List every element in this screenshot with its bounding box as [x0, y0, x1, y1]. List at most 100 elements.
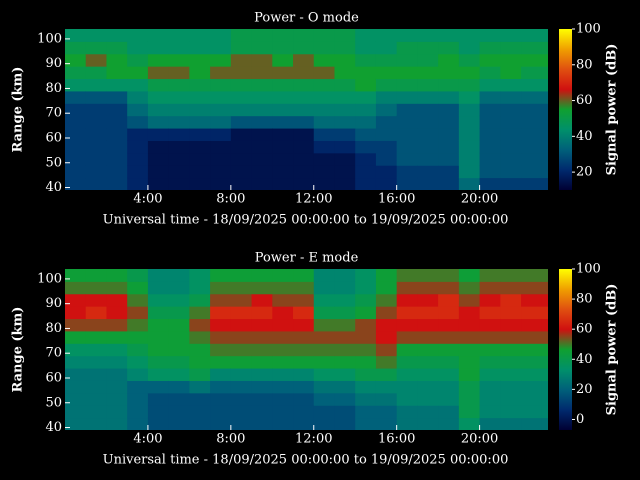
- heat-cell: [313, 165, 335, 179]
- heat-cell: [189, 330, 211, 344]
- heat-cell: [251, 405, 273, 419]
- heat-cell: [293, 318, 315, 332]
- heat-cell: [251, 417, 273, 430]
- heat-cell: [127, 281, 149, 295]
- heat-cell: [168, 66, 190, 80]
- heat-cell: [458, 343, 481, 357]
- heat-cell: [396, 66, 418, 80]
- heat-cell: [375, 53, 398, 67]
- heat-cell: [521, 355, 543, 369]
- heat-cell: [375, 90, 398, 104]
- heat-cell: [521, 41, 543, 55]
- heat-cell: [168, 152, 190, 166]
- heat-cell: [521, 330, 543, 344]
- heat-cell: [210, 103, 232, 117]
- heat-cell: [313, 405, 335, 419]
- heat-cell: [189, 417, 211, 430]
- heat-cell: [355, 269, 377, 282]
- heat-cell: [189, 140, 211, 154]
- heat-cell: [85, 392, 107, 406]
- heat-cell: [313, 128, 335, 141]
- heat-cell: [293, 343, 315, 357]
- heat-cell: [334, 405, 356, 419]
- heat-cell: [334, 53, 356, 67]
- y-tick-label: 50: [45, 395, 62, 410]
- heat-cell: [313, 306, 335, 320]
- heat-cell: [272, 90, 294, 104]
- heat-cell: [375, 41, 398, 55]
- heat-cell: [458, 177, 481, 190]
- heat-cell: [168, 293, 190, 307]
- heat-cell: [541, 269, 548, 282]
- heat-cell: [438, 330, 460, 344]
- heat-cell: [438, 281, 460, 295]
- heat-cell: [65, 29, 87, 42]
- heat-cell: [293, 103, 315, 117]
- heat-cell: [458, 103, 481, 117]
- heat-cell: [147, 392, 170, 406]
- heat-cell: [438, 177, 460, 190]
- heat-cell: [396, 318, 418, 332]
- heat-cell: [355, 281, 377, 295]
- heat-cell: [127, 103, 149, 117]
- heat-cell: [313, 269, 335, 282]
- y-axis-label: Range (km): [11, 307, 26, 393]
- heat-cell: [168, 140, 190, 154]
- heat-cell: [458, 417, 481, 430]
- heat-cell: [189, 41, 211, 55]
- heat-cell: [230, 405, 253, 419]
- heat-cell: [210, 405, 232, 419]
- heat-cell: [375, 392, 398, 406]
- heat-cell: [272, 306, 294, 320]
- heat-cell: [334, 41, 356, 55]
- heat-cell: [334, 417, 356, 430]
- heat-cell: [293, 128, 315, 141]
- heat-cell: [334, 343, 356, 357]
- heat-cell: [251, 330, 273, 344]
- heat-cell: [251, 66, 273, 80]
- y-tick-label: 90: [45, 296, 62, 311]
- heat-cell: [293, 405, 315, 419]
- heat-cell: [65, 343, 87, 357]
- heat-cell: [251, 293, 273, 307]
- heat-cell: [479, 330, 501, 344]
- colorbar: [559, 269, 572, 430]
- heat-cell: [293, 152, 315, 166]
- heat-cell: [85, 281, 107, 295]
- y-tick-label: 40: [45, 420, 62, 435]
- heat-cell: [438, 115, 460, 129]
- heat-cell: [189, 90, 211, 104]
- heat-cell: [272, 380, 294, 394]
- heat-cell: [500, 318, 522, 332]
- heat-cell: [189, 306, 211, 320]
- heat-cell: [334, 128, 356, 141]
- heat-cell: [313, 90, 335, 104]
- heat-cell: [479, 177, 501, 190]
- heat-cell: [85, 330, 107, 344]
- heat-cell: [272, 66, 294, 80]
- heat-cell: [230, 103, 253, 117]
- heat-cell: [189, 29, 211, 42]
- heat-cell: [147, 417, 170, 430]
- heat-cell: [541, 380, 548, 394]
- heat-cell: [521, 281, 543, 295]
- heat-cell: [438, 152, 460, 166]
- heat-cell: [521, 128, 543, 141]
- heat-cell: [521, 417, 543, 430]
- heat-cell: [293, 29, 315, 42]
- heat-cell: [293, 355, 315, 369]
- heat-cell: [417, 29, 439, 42]
- heat-cell: [230, 318, 253, 332]
- heat-cell: [168, 115, 190, 129]
- heat-cell: [417, 318, 439, 332]
- heat-cell: [272, 41, 294, 55]
- heat-cell: [127, 293, 149, 307]
- heat-cell: [127, 140, 149, 154]
- heat-cell: [479, 90, 501, 104]
- heat-cell: [189, 293, 211, 307]
- y-tick-label: 60: [45, 130, 62, 145]
- heat-cell: [334, 140, 356, 154]
- heat-cell: [438, 392, 460, 406]
- heat-cell: [293, 78, 315, 92]
- heat-cell: [106, 90, 128, 104]
